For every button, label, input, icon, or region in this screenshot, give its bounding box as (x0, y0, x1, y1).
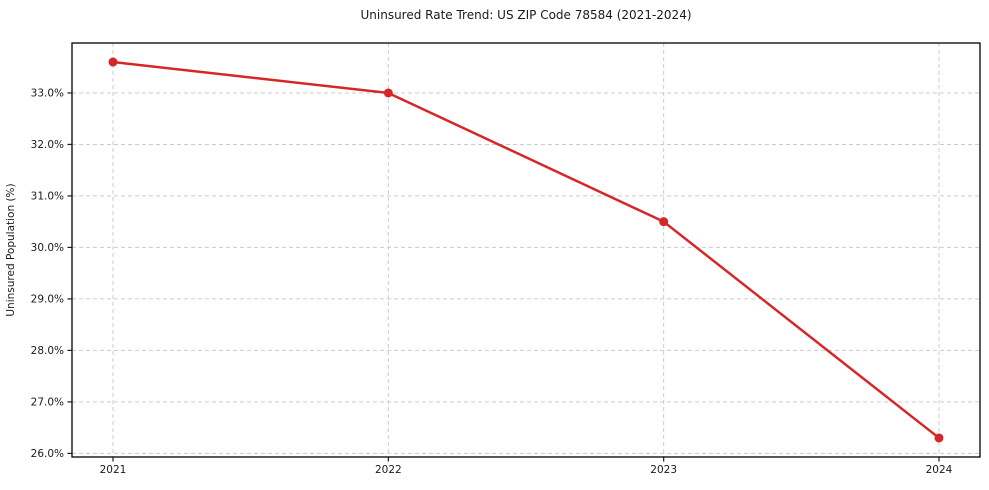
plot-border (71, 42, 981, 458)
y-tick-label: 28.0% (31, 345, 64, 357)
data-point-2023 (659, 217, 669, 227)
y-tick-label: 27.0% (31, 397, 64, 409)
x-tick-label: 2022 (375, 464, 402, 476)
data-point-2024 (934, 433, 944, 443)
x-tick-label: 2023 (650, 464, 677, 476)
data-point-2022 (383, 88, 393, 98)
y-tick-label: 31.0% (31, 191, 64, 203)
chart-title: Uninsured Rate Trend: US ZIP Code 78584 … (360, 8, 692, 22)
x-tick-label: 2024 (926, 464, 953, 476)
y-tick-label: 32.0% (31, 139, 64, 151)
y-tick-label: 33.0% (31, 88, 64, 100)
y-tick-label: 29.0% (31, 294, 64, 306)
data-point-2021 (108, 57, 118, 67)
x-tick-label: 2021 (100, 464, 127, 476)
y-tick-label: 26.0% (31, 448, 64, 460)
y-tick-label: 30.0% (31, 242, 64, 254)
trend-line (111, 60, 941, 440)
